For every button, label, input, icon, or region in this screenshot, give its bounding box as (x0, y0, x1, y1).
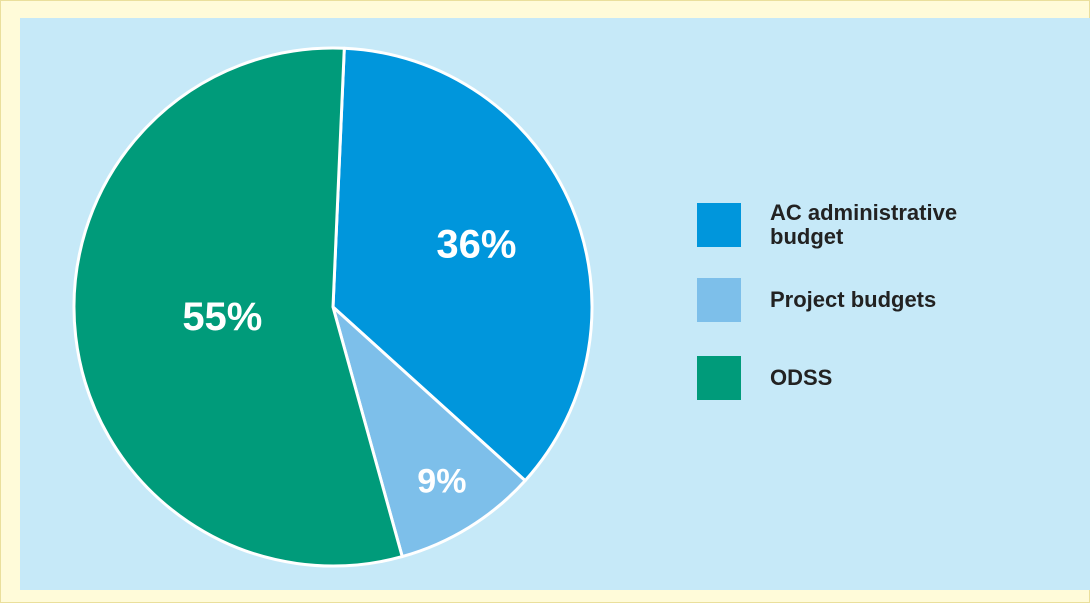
legend-item: ODSS (697, 356, 1010, 400)
legend-swatch (697, 203, 741, 247)
legend-swatch (697, 278, 741, 322)
legend-label: AC administrative budget (770, 200, 958, 249)
legend-label: ODSS (770, 365, 833, 390)
legend-item: Project budgets (697, 278, 1010, 322)
slice-label: 36% (436, 223, 516, 267)
pie-slice (331, 305, 527, 559)
legend-swatch (697, 356, 741, 400)
slice-label: 55% (182, 295, 262, 339)
slice-label: 9% (417, 462, 466, 500)
legend-label: Project budgets (770, 287, 937, 312)
pie-slice (72, 46, 404, 568)
pie-slice (331, 46, 594, 483)
legend-item: AC administrative budget (697, 201, 1010, 249)
